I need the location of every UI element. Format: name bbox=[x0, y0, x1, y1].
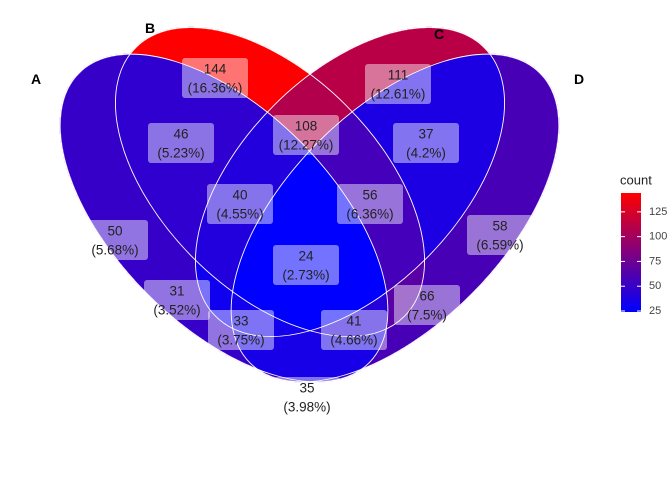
region-label-ad: 35 (3.98%) bbox=[274, 377, 340, 417]
legend-tick-label: 100 bbox=[649, 231, 667, 243]
region-label-bcd: 56 (6.36%) bbox=[337, 184, 403, 224]
region-label-ac: 31 (3.52%) bbox=[144, 280, 210, 320]
region-label-cd: 37 (4.2%) bbox=[393, 123, 459, 163]
region-label-box bbox=[365, 64, 431, 104]
region-count: 46 bbox=[173, 127, 188, 142]
region-count: 33 bbox=[233, 314, 248, 329]
region-count: 56 bbox=[362, 188, 377, 203]
region-count: 35 bbox=[299, 381, 314, 396]
set-outline-a bbox=[59, 53, 389, 383]
region-count: 50 bbox=[107, 224, 122, 239]
region-percent: (4.66%) bbox=[330, 333, 377, 348]
region-label-box bbox=[274, 377, 340, 417]
region-label-box bbox=[273, 245, 339, 285]
region-percent: (2.73%) bbox=[282, 268, 329, 283]
region-label-box bbox=[394, 285, 460, 325]
region-count: 37 bbox=[418, 127, 433, 142]
region-count: 58 bbox=[492, 219, 507, 234]
region-label-b: 144 (16.36%) bbox=[182, 58, 248, 98]
set-label-d: D bbox=[574, 71, 584, 87]
region-percent: (3.98%) bbox=[283, 400, 330, 415]
set-outline-d bbox=[230, 53, 560, 383]
region-percent: (12.27%) bbox=[279, 138, 334, 153]
set-label-a: A bbox=[31, 71, 41, 87]
set-label-b: B bbox=[145, 20, 155, 36]
legend-tick-label: 75 bbox=[649, 255, 661, 267]
region-percent: (6.59%) bbox=[476, 238, 523, 253]
region-label-bc: 108 (12.27%) bbox=[273, 115, 339, 155]
region-percent: (5.23%) bbox=[157, 146, 204, 161]
region-label-acd: 33 (3.75%) bbox=[208, 310, 274, 350]
region-percent: (4.55%) bbox=[216, 207, 263, 222]
legend-tick-label: 50 bbox=[649, 280, 661, 292]
region-label-box bbox=[148, 123, 214, 163]
region-label-bd: 66 (7.5%) bbox=[394, 285, 460, 325]
legend-tick-label: 25 bbox=[649, 305, 661, 317]
legend-tick-label: 125 bbox=[649, 206, 667, 218]
region-count: 31 bbox=[169, 284, 184, 299]
region-count: 111 bbox=[388, 68, 409, 83]
region-percent: (4.2%) bbox=[406, 146, 446, 161]
legend-colorbar bbox=[621, 193, 641, 312]
region-label-a: 50 (5.68%) bbox=[82, 220, 148, 260]
set-label-c: C bbox=[434, 26, 444, 42]
region-label-box bbox=[182, 58, 248, 98]
region-label-box bbox=[207, 184, 273, 224]
region-count: 108 bbox=[295, 119, 318, 134]
region-percent: (12.61%) bbox=[371, 87, 426, 102]
region-percent: (3.75%) bbox=[217, 333, 264, 348]
region-label-box bbox=[208, 310, 274, 350]
region-count: 66 bbox=[419, 289, 434, 304]
region-count: 41 bbox=[346, 314, 361, 329]
region-label-ab: 46 (5.23%) bbox=[148, 123, 214, 163]
region-percent: (6.36%) bbox=[346, 207, 393, 222]
set-outline-c bbox=[195, 27, 505, 337]
legend: count 25 50 75 100 125 bbox=[620, 173, 667, 318]
region-label-abd: 41 (4.66%) bbox=[321, 310, 387, 350]
region-label-box bbox=[144, 280, 210, 320]
region-count: 24 bbox=[298, 249, 314, 264]
region-label-box bbox=[393, 123, 459, 163]
region-label-box bbox=[467, 215, 533, 255]
region-label-box bbox=[337, 184, 403, 224]
region-percent: (5.68%) bbox=[91, 243, 138, 258]
set-outline-b bbox=[115, 27, 425, 337]
region-label-c: 111 (12.61%) bbox=[365, 64, 431, 104]
region-label-abc: 40 (4.55%) bbox=[207, 184, 273, 224]
region-percent: (3.52%) bbox=[153, 303, 200, 318]
region-count: 144 bbox=[204, 62, 227, 77]
region-label-box bbox=[273, 115, 339, 155]
region-label-box bbox=[321, 310, 387, 350]
legend-title: count bbox=[620, 173, 652, 188]
region-percent: (16.36%) bbox=[188, 81, 243, 96]
region-label-box bbox=[82, 220, 148, 260]
region-percent: (7.5%) bbox=[407, 308, 447, 323]
region-label-abcd: 24 (2.73%) bbox=[273, 245, 339, 285]
region-label-d: 58 (6.59%) bbox=[467, 215, 533, 255]
region-count: 40 bbox=[232, 188, 247, 203]
